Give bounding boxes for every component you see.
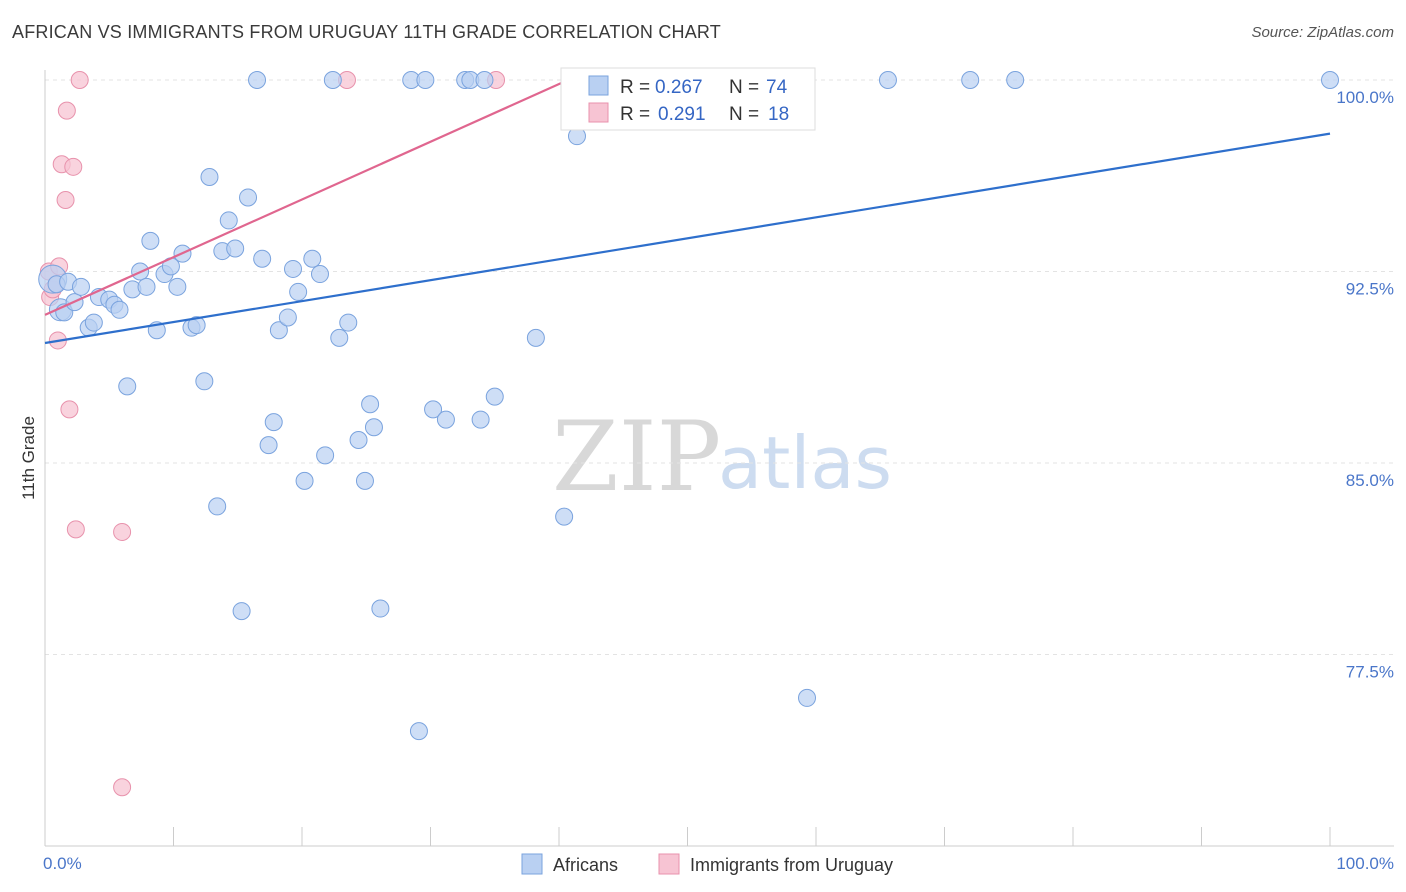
bottom-legend-swatch-africans	[521, 853, 543, 875]
legend-swatch-uruguay	[588, 102, 609, 123]
africans-trend-line	[44, 132, 1331, 345]
series-legend: Africans Immigrants from Uruguay	[521, 853, 893, 875]
chart-title: AFRICAN VS IMMIGRANTS FROM URUGUAY 11TH …	[12, 22, 722, 42]
africans-point	[118, 377, 137, 396]
africans-point	[295, 471, 314, 490]
africans-point	[110, 300, 129, 319]
uruguay-point	[60, 400, 79, 419]
africans-point	[961, 71, 980, 89]
bottom-legend-label-uruguay: Immigrants from Uruguay	[690, 855, 893, 875]
africans-point	[232, 602, 251, 621]
y-tick-label: 92.5%	[1346, 280, 1394, 299]
africans-point	[361, 395, 380, 414]
x-tick-label-max: 100.0%	[1336, 854, 1394, 873]
y-tick-label: 77.5%	[1346, 663, 1394, 682]
y-tick-label: 85.0%	[1346, 471, 1394, 490]
y-tick-label: 100.0%	[1336, 88, 1394, 107]
africans-point	[226, 239, 245, 258]
africans-point	[316, 446, 335, 465]
africans-point	[355, 471, 374, 490]
africans-point	[289, 282, 308, 301]
africans-point	[278, 308, 297, 327]
africans-point	[878, 71, 897, 89]
uruguay-trend-line	[44, 78, 569, 316]
legend-r-value-africans: 0.267	[655, 77, 703, 98]
africans-point	[349, 431, 368, 450]
africans-point	[200, 168, 219, 187]
x-axis-ticks	[44, 827, 1331, 846]
watermark-zip: ZIP	[552, 401, 721, 513]
africans-point	[364, 418, 383, 437]
africans-point	[1006, 71, 1025, 89]
africans-point	[371, 599, 390, 618]
uruguay-point	[57, 101, 76, 120]
africans-point	[416, 71, 435, 89]
stats-legend: R = 0.267 N = 74 R = 0.291 N = 18	[560, 67, 816, 131]
watermark: ZIP atlas	[552, 401, 892, 513]
africans-point	[71, 277, 90, 296]
series-uruguay-points	[39, 71, 506, 797]
africans-point	[436, 410, 455, 429]
uruguay-point	[113, 522, 132, 541]
africans-point	[187, 316, 206, 335]
africans-point	[195, 372, 214, 391]
africans-point	[526, 328, 545, 347]
uruguay-point	[56, 191, 75, 210]
trend-lines	[44, 78, 1331, 345]
africans-point	[137, 277, 156, 296]
legend-n-value-uruguay: 18	[768, 104, 789, 125]
africans-point	[424, 400, 443, 419]
africans-point	[141, 231, 160, 250]
africans-point	[168, 277, 187, 296]
legend-swatch-africans	[588, 75, 609, 96]
africans-point	[264, 413, 283, 432]
africans-point	[303, 249, 322, 268]
africans-point	[239, 188, 258, 207]
uruguay-point	[64, 157, 83, 176]
africans-point	[219, 211, 238, 230]
africans-point	[475, 71, 494, 89]
source-credit: Source: ZipAtlas.com	[1251, 24, 1394, 41]
africans-point	[253, 249, 272, 268]
africans-point	[208, 497, 227, 516]
africans-point	[471, 410, 490, 429]
africans-point	[330, 328, 349, 347]
africans-point	[323, 71, 342, 89]
legend-r-value-uruguay: 0.291	[658, 104, 706, 125]
africans-point	[1321, 71, 1339, 89]
bottom-legend-label-africans: Africans	[553, 855, 618, 875]
legend-n-value-africans: 74	[766, 77, 788, 98]
africans-point	[284, 259, 303, 278]
africans-point	[798, 688, 817, 707]
africans-point	[84, 313, 103, 332]
africans-point	[485, 387, 504, 406]
africans-point	[259, 436, 278, 455]
uruguay-point	[70, 71, 89, 89]
x-tick-label-min: 0.0%	[43, 854, 82, 873]
africans-point	[269, 321, 288, 340]
legend-r-label-africans: R =	[620, 77, 650, 98]
africans-point	[310, 265, 329, 284]
bottom-legend-swatch-uruguay	[658, 853, 680, 875]
uruguay-point	[66, 520, 85, 539]
legend-r-label-uruguay: R =	[620, 104, 650, 125]
africans-point	[409, 722, 428, 741]
africans-point	[248, 71, 267, 89]
y-axis-label: 11th Grade	[19, 416, 38, 500]
legend-n-label-uruguay: N =	[729, 104, 759, 125]
africans-point	[339, 313, 358, 332]
gridlines	[45, 79, 1394, 655]
uruguay-point	[113, 778, 132, 797]
y-tick-labels: 77.5% 85.0% 92.5% 100.0%	[1336, 88, 1394, 682]
legend-n-label-africans: N =	[729, 77, 759, 98]
africans-point	[555, 507, 574, 526]
